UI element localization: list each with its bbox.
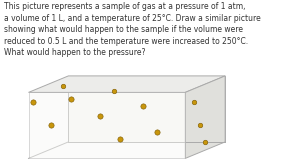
Polygon shape bbox=[185, 76, 225, 158]
Text: This picture represents a sample of gas at a pressure of 1 atm,
a volume of 1 L,: This picture represents a sample of gas … bbox=[4, 2, 261, 57]
Polygon shape bbox=[28, 92, 185, 158]
Polygon shape bbox=[68, 76, 225, 142]
Polygon shape bbox=[28, 76, 225, 92]
